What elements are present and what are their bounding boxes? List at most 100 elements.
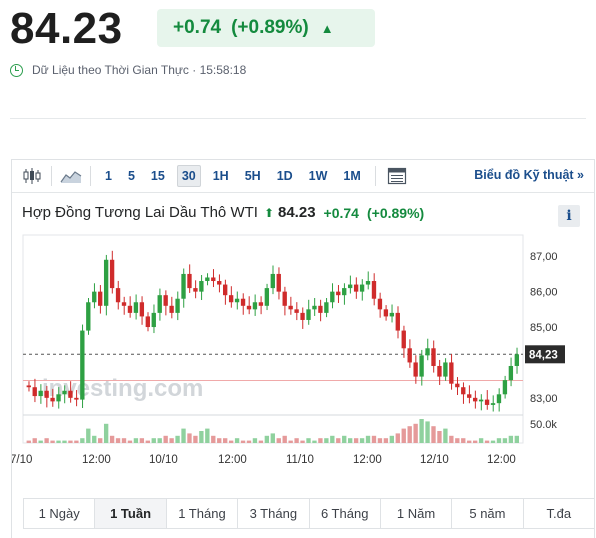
range-button[interactable]: 1 Tháng xyxy=(167,499,239,528)
candle-body xyxy=(449,362,454,384)
realtime-label: Dữ Liệu theo Thời Gian Thực · 15:58:18 xyxy=(32,63,247,77)
timeframe-1h[interactable]: 1H xyxy=(212,169,229,183)
volume-bar xyxy=(401,428,406,443)
candle-body xyxy=(324,302,329,313)
candle-body xyxy=(240,298,246,306)
x-tick-label: 12/10 xyxy=(420,454,449,466)
candle-body xyxy=(44,390,49,398)
range-button[interactable]: 1 Tuần xyxy=(95,499,167,528)
volume-bar xyxy=(127,440,133,443)
last-price: 84.23 xyxy=(10,4,123,53)
volume-bar xyxy=(169,438,174,443)
candle-body xyxy=(508,365,514,381)
volume-bar xyxy=(103,423,109,443)
x-tick-label: 12:00 xyxy=(353,454,382,466)
candle-body xyxy=(103,259,109,306)
range-button[interactable]: 1 Năm xyxy=(381,499,453,528)
candle-body xyxy=(461,387,466,395)
candle-body xyxy=(32,387,37,397)
volume-bar xyxy=(371,435,377,443)
candle-body xyxy=(50,397,55,402)
candle-body xyxy=(246,305,252,310)
volume-bar xyxy=(98,438,103,443)
volume-bar xyxy=(44,438,49,443)
volume-bar xyxy=(133,438,139,443)
candle-body xyxy=(169,305,174,313)
timeframe-15[interactable]: 15 xyxy=(150,169,165,183)
price-change-percent: (+0.89%) xyxy=(231,17,309,38)
candle-body xyxy=(228,295,234,303)
price-chart[interactable]: investing.com 87,00 86,00 85,00 83,00 50.0k 84… xyxy=(12,160,596,496)
candle-body xyxy=(312,305,317,310)
candle-body xyxy=(365,281,371,285)
x-tick-label: 11/10 xyxy=(286,454,314,466)
candle-body xyxy=(163,295,168,306)
volume-bar xyxy=(139,438,145,443)
toolbar-separator xyxy=(90,166,91,186)
clock-icon xyxy=(10,63,23,77)
volume-bar xyxy=(145,440,150,443)
candle-body xyxy=(252,302,258,310)
candlestick-icon[interactable] xyxy=(19,165,45,187)
volume-bar xyxy=(50,440,55,443)
candle-body xyxy=(472,397,478,402)
volume-bar xyxy=(234,438,240,443)
volume-bar xyxy=(395,433,400,443)
volume-bar xyxy=(389,435,395,443)
timeframe-30[interactable]: 30 xyxy=(176,165,201,187)
candle-body xyxy=(217,281,222,285)
candle-body xyxy=(181,273,186,299)
timeframe-1d[interactable]: 1D xyxy=(276,169,293,183)
watermark: investing.com xyxy=(42,375,203,402)
volume-bar xyxy=(181,428,186,443)
candle-body xyxy=(330,291,335,303)
volume-bar xyxy=(74,440,79,443)
candle-body xyxy=(419,355,424,377)
range-button[interactable]: T.đa xyxy=(546,506,572,521)
price-change-value: +0.74 xyxy=(173,17,222,38)
timeframe-1m[interactable]: 1M xyxy=(343,169,361,183)
timeframe-5[interactable]: 5 xyxy=(127,169,135,183)
candle-body xyxy=(56,394,61,402)
range-button[interactable]: 5 năm xyxy=(452,499,524,528)
volume-bar xyxy=(431,426,436,443)
candle-body xyxy=(38,390,43,397)
calendar-table-icon[interactable] xyxy=(384,165,410,187)
volume-bar xyxy=(425,421,430,443)
volume-bar xyxy=(347,438,353,443)
volume-bar xyxy=(508,435,514,443)
volume-bar xyxy=(56,440,61,443)
candle-body xyxy=(496,394,502,404)
timeframe-list: 1 5 15 30 1H 5H 1D 1W 1M xyxy=(97,165,369,187)
candle-body xyxy=(109,259,115,289)
y-tick-label: 85,00 xyxy=(530,322,558,334)
candle-body xyxy=(484,399,490,405)
candle-body xyxy=(294,309,299,313)
volume-bar xyxy=(484,440,490,443)
candle-body xyxy=(205,277,210,282)
volume-bar xyxy=(312,440,317,443)
candle-body xyxy=(115,288,121,303)
timeframe-5h[interactable]: 5H xyxy=(244,169,261,183)
timeframe-1[interactable]: 1 xyxy=(105,169,112,183)
volume-bar xyxy=(359,438,365,443)
volume-bar xyxy=(449,435,454,443)
technical-chart-link[interactable]: Biểu đồ Kỹ thuật » xyxy=(474,168,584,182)
range-button[interactable]: 6 Tháng xyxy=(310,499,381,528)
volume-bar xyxy=(413,423,418,443)
candle-body xyxy=(62,390,67,395)
x-tick-label: 12:00 xyxy=(218,454,247,466)
area-chart-icon[interactable] xyxy=(58,165,84,187)
candle-body xyxy=(336,291,341,296)
volume-bar xyxy=(324,438,329,443)
timeframe-1w[interactable]: 1W xyxy=(308,169,328,183)
range-button[interactable]: 3 Tháng xyxy=(238,499,310,528)
candle-body xyxy=(443,362,448,377)
candle-body xyxy=(490,403,496,405)
volume-bar xyxy=(407,426,412,443)
volume-bar xyxy=(211,435,216,443)
triangle-up-icon: ▲ xyxy=(320,20,334,36)
info-button[interactable]: i xyxy=(558,205,580,227)
arrow-up-icon: ⬆ xyxy=(263,205,274,220)
range-button[interactable]: 1 Ngày xyxy=(24,499,96,528)
